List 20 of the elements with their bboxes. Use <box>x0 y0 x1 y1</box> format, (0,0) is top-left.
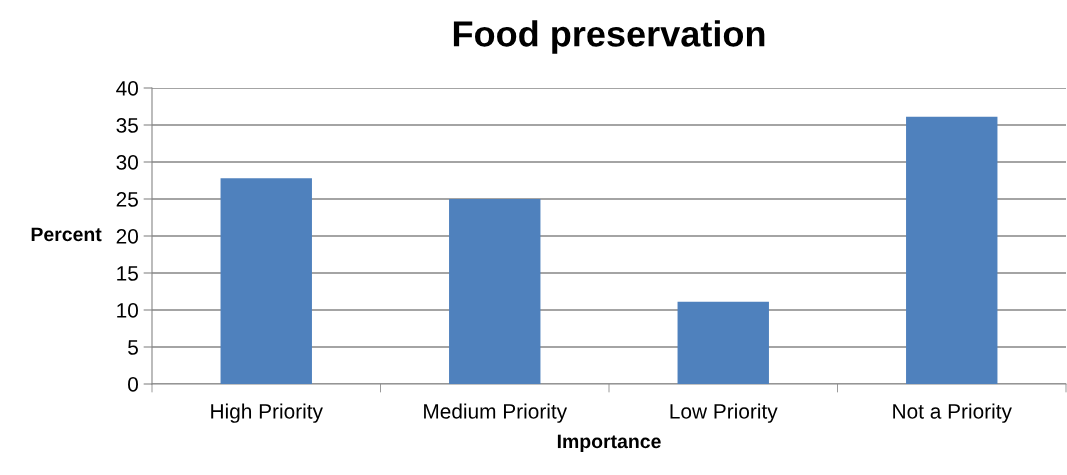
y-tick-label: 20 <box>116 229 138 244</box>
bar <box>906 116 998 384</box>
y-tick-label: 15 <box>117 266 138 281</box>
y-tick-label: 40 <box>116 81 138 96</box>
x-axis-title: Importance <box>557 434 661 453</box>
y-tick-label: 10 <box>117 303 138 318</box>
y-tick-label: 0 <box>128 377 138 392</box>
y-tick-label: 30 <box>116 155 138 170</box>
y-tick-label: 35 <box>116 118 138 133</box>
bar <box>449 199 541 384</box>
chart-title: Food preservation <box>453 20 765 54</box>
bar <box>677 301 769 384</box>
bar <box>220 178 312 384</box>
x-tick-label: Low Priority <box>670 403 778 423</box>
y-axis-title: Percent <box>31 227 102 242</box>
x-tick-label: High Priority <box>211 403 323 423</box>
x-tick-label: Not a Priority <box>893 403 1012 423</box>
y-tick-label: 25 <box>116 192 138 207</box>
x-tick-label: Medium Priority <box>424 403 568 423</box>
y-tick-label: 5 <box>128 340 138 355</box>
